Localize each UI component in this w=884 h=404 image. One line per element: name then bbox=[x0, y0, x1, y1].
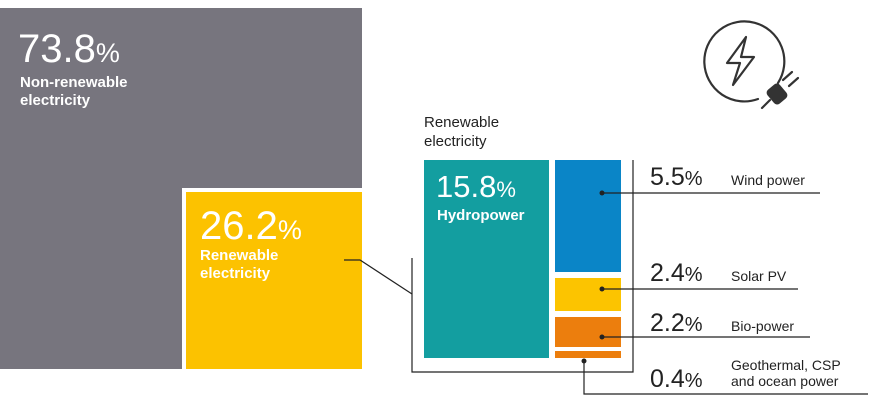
bio-power-block bbox=[555, 317, 621, 347]
electricity-plug-icon bbox=[703, 20, 800, 110]
hydropower-label: Hydropower bbox=[437, 207, 525, 224]
geothermal-value: 0.4% bbox=[650, 365, 703, 393]
non-renewable-label: Non-renewable electricity bbox=[20, 74, 128, 109]
solar-pv-value: 2.4% bbox=[650, 259, 703, 287]
hydropower-value: 15.8% bbox=[436, 169, 516, 204]
wind-power-value: 5.5% bbox=[650, 163, 703, 191]
breakdown-outline bbox=[411, 160, 634, 373]
renewable-value: 26.2% bbox=[200, 204, 302, 248]
percent-sign: % bbox=[684, 168, 703, 190]
wind-power-label: Wind power bbox=[731, 172, 805, 188]
bio-power-value: 2.2% bbox=[650, 309, 703, 337]
geothermal-block bbox=[555, 351, 621, 358]
leader-wind bbox=[599, 190, 820, 196]
renewable-label: Renewable electricity bbox=[200, 247, 279, 282]
wind-power-block bbox=[555, 160, 621, 272]
renewable-block bbox=[186, 192, 362, 369]
leader-solar bbox=[599, 286, 798, 292]
solar-pv-block bbox=[555, 278, 621, 311]
leader-geothermal bbox=[581, 358, 868, 395]
breakdown-title: Renewable electricity bbox=[424, 114, 500, 150]
hydropower-block bbox=[424, 160, 549, 358]
zoom-connector bbox=[344, 259, 413, 295]
leader-bio bbox=[599, 334, 810, 340]
non-renewable-value: 73.8% bbox=[18, 27, 120, 71]
percent-sign: % bbox=[684, 264, 703, 286]
solar-pv-label: Solar PV bbox=[731, 268, 787, 284]
percent-sign: % bbox=[684, 314, 703, 336]
bio-power-label: Bio-power bbox=[731, 318, 795, 334]
percent-sign: % bbox=[95, 38, 120, 68]
percent-sign: % bbox=[277, 215, 302, 245]
geothermal-label: Geothermal, CSP and ocean power bbox=[731, 357, 841, 389]
percent-sign: % bbox=[684, 370, 703, 392]
percent-sign: % bbox=[496, 177, 516, 202]
